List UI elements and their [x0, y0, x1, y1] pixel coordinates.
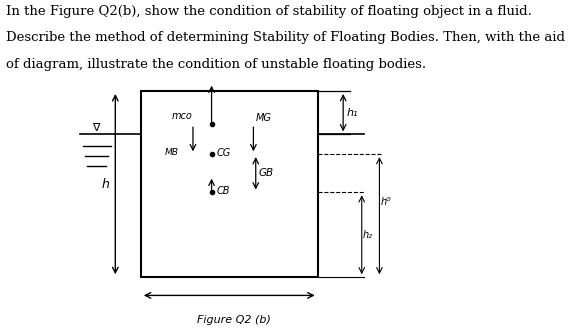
Text: Describe the method of determining Stability of Floating Bodies. Then, with the : Describe the method of determining Stabi… — [6, 31, 565, 44]
Text: In the Figure Q2(b), show the condition of stability of floating object in a flu: In the Figure Q2(b), show the condition … — [6, 5, 532, 18]
Bar — [141, 91, 318, 277]
Text: h: h — [101, 178, 109, 191]
Text: MG: MG — [256, 113, 271, 123]
Text: h₂: h₂ — [363, 230, 373, 240]
Text: mco: mco — [172, 111, 193, 121]
Text: CG: CG — [216, 147, 231, 157]
Text: of diagram, illustrate the condition of unstable floating bodies.: of diagram, illustrate the condition of … — [6, 58, 426, 71]
Text: h₁: h₁ — [347, 108, 358, 118]
Text: hᴳ: hᴳ — [381, 197, 392, 207]
Text: GB: GB — [258, 168, 273, 178]
Text: CB: CB — [216, 186, 229, 196]
Text: Figure Q2 (b): Figure Q2 (b) — [197, 315, 271, 325]
Text: $\nabla$: $\nabla$ — [92, 121, 102, 133]
Text: MB: MB — [165, 148, 179, 157]
